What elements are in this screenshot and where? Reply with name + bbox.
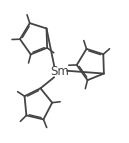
Text: Sm: Sm	[50, 65, 69, 78]
